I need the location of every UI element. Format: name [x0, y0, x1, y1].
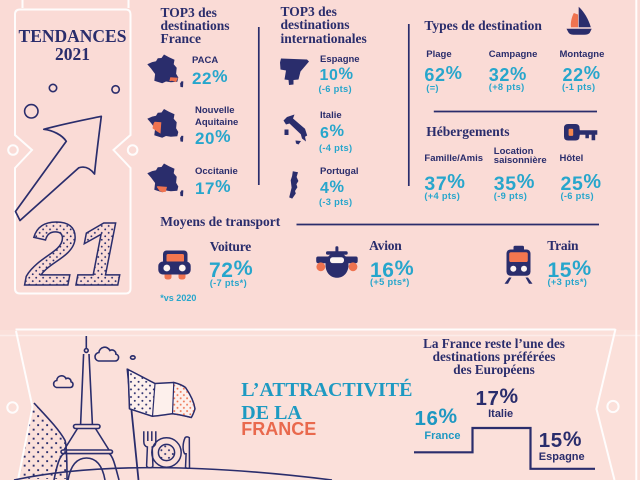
svg-text:21: 21: [24, 205, 123, 305]
